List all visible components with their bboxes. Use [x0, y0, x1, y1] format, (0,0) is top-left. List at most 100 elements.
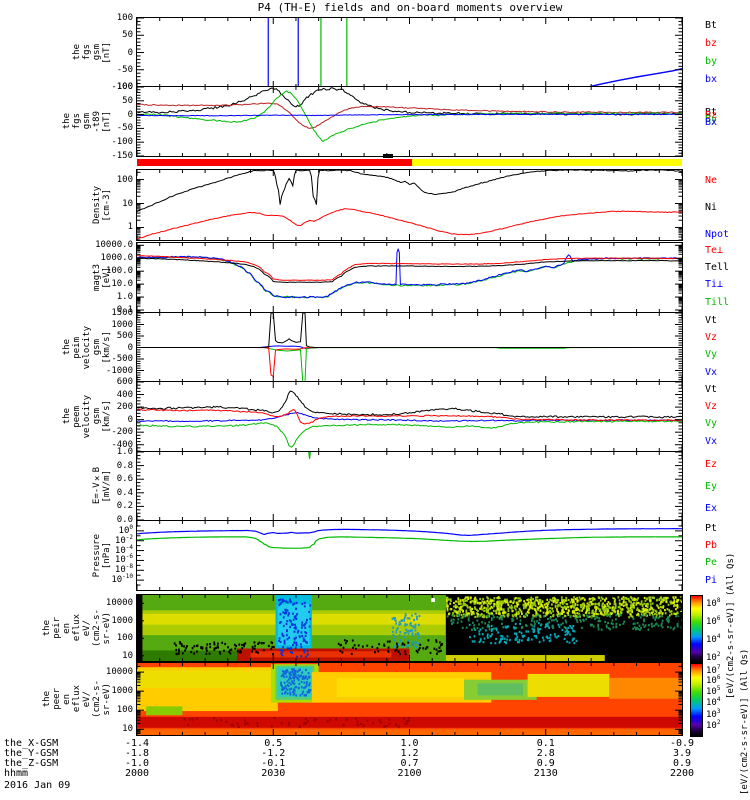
legend-bx: bx [705, 74, 718, 86]
legend-vy: Vy [705, 418, 718, 430]
colorbar-tick-label: 103 [706, 707, 721, 720]
panel-ylabel-line: -t89 [92, 110, 102, 133]
axis-row-value: -0.9 [669, 738, 695, 749]
legend-te⊥: Te⊥ [705, 244, 724, 256]
y-tick-label: 10 [122, 650, 133, 661]
y-tick-label: 1.0 [116, 292, 133, 303]
panel-ylabel-line: gsm [82, 113, 92, 130]
axis-row-value: -1.2 [261, 748, 286, 759]
y-tick-label: 1.0 [116, 447, 133, 457]
legend-by: By [705, 113, 718, 125]
axis-row-value: 1.2 [400, 748, 419, 759]
axis-row-value: 2100 [397, 768, 422, 779]
panel-ylabel-line: sr-eV) [102, 682, 112, 716]
y-tick-label: 10000.0 [95, 240, 133, 251]
panel-peir-eflux [136, 594, 683, 662]
axis-row-label-the_x-gsm: the_X-GSM [4, 738, 59, 749]
y-tick-label: 50 [122, 30, 133, 41]
spectrogram-region [137, 670, 278, 688]
axis-row-value: -1.4 [124, 738, 150, 749]
series-Vt [137, 313, 682, 348]
panel-ylabel-line: en [62, 693, 72, 705]
y-tick-label: 10 [122, 198, 133, 209]
axis-row-label-the_y-gsm: the_Y-GSM [4, 748, 59, 759]
panel-peem-velocity [136, 381, 683, 452]
legend-pt: Pt [705, 522, 718, 534]
legend-vx: Vx [705, 366, 718, 378]
y-tick-label: 600 [116, 377, 133, 387]
series-Pe [137, 536, 682, 549]
panel-ylabel: the peim velocity gsm [km/s] [24, 313, 112, 382]
axis-row-value: 1.0 [400, 738, 419, 749]
panel-ylabel-line: the [62, 113, 72, 130]
spectrogram-region [137, 716, 682, 728]
series-Vt [137, 390, 682, 419]
panel-ylabel-line: gsm [92, 408, 102, 425]
legend-bt: Bt [705, 20, 718, 32]
series-Te⊥ [137, 255, 682, 281]
legend-pb: Pb [705, 540, 718, 551]
panel-ylabel-line: gsm [92, 44, 102, 61]
panel-ylabel: the fgs gsm -t89 [nT] [24, 87, 112, 156]
panel-ylabel-line: [cm-3] [102, 188, 112, 222]
colorbar-tick-label: 108 [706, 597, 721, 610]
panel-ylabel-line: peer [52, 688, 62, 710]
panel-ylabel-line: velocity [82, 394, 92, 439]
legend-vx: Vx [705, 435, 718, 447]
colorbar-unit-label: [eV/(cm2-s-sr-eV)] (All Qs) [740, 648, 750, 795]
y-tick-label: 100 [116, 174, 133, 185]
axis-row-value: 2000 [124, 768, 150, 779]
y-tick-label: 0.0 [116, 515, 133, 525]
quality-bar-segment [411, 159, 682, 166]
panel-ylabel: the peir en eflux eV/(cm2-s-sr-eV) [24, 595, 112, 661]
axis-row-value: 2030 [261, 768, 286, 779]
axis-row-value: 2200 [669, 768, 695, 779]
y-tick-label: -100 [111, 82, 133, 92]
y-tick-label: 1000 [111, 686, 133, 697]
y-tick-label: 500 [116, 331, 133, 341]
legend-bz: Bz [705, 110, 718, 122]
series-Vy [137, 420, 682, 448]
y-tick-label: -200 [111, 427, 133, 438]
axis-row-value: -1.8 [124, 748, 150, 759]
panel-peer-eflux [136, 662, 683, 736]
legend-bx: Bx [705, 117, 718, 129]
series-Vz [137, 408, 682, 425]
y-tick-label: 100 [116, 633, 133, 644]
y-tick-label: 10 [122, 724, 133, 735]
panel-ylabel-line: the [62, 339, 72, 356]
colorbar-tick-label: 104 [706, 632, 721, 645]
series-Till [137, 255, 682, 299]
legend-vz: Vz [705, 401, 718, 412]
panel-ylabel: the fgs gsm [nT] [24, 18, 112, 87]
spectrogram-region [146, 706, 183, 716]
spectrogram-region [137, 650, 237, 661]
y-tick-label: 0 [127, 414, 133, 425]
panel-ylabel-line: velocity [82, 325, 92, 370]
panel-ylabel-line: peir [52, 617, 62, 639]
colorbar-tick-label: 106 [706, 615, 721, 628]
colorbar-tick-label: 106 [706, 674, 721, 687]
spectrogram-region [336, 677, 464, 697]
y-tick-label: 0.1 [116, 304, 133, 315]
y-tick-label: 10-2 [114, 533, 133, 546]
panel-ylabel-line: (cm2-s- [92, 680, 102, 718]
y-tick-label: 50 [122, 95, 133, 106]
ion-colorbar [690, 595, 703, 663]
y-tick-label: -500 [111, 354, 133, 364]
series-Ti⊥ [137, 247, 682, 299]
legend-by: by [705, 56, 718, 68]
spectrogram-region [431, 598, 435, 602]
panel-ylabel-line: the [42, 690, 52, 708]
series-Ne [137, 208, 682, 240]
legend-tell: Tell [705, 262, 730, 273]
y-tick-label: 100.0 [105, 266, 133, 277]
y-tick-label: -1000 [105, 365, 133, 376]
colorbar-tick-label: 105 [706, 685, 721, 698]
panel-ylabel-line: eV/ [82, 690, 92, 708]
panel-ylabel-line: fgs [72, 113, 82, 130]
panel-ylabel-line: gsm [92, 339, 102, 356]
panel-ylabel-line: the [72, 44, 82, 61]
legend-ti⊥: Ti⊥ [705, 279, 724, 291]
electron-colorbar [690, 663, 703, 737]
